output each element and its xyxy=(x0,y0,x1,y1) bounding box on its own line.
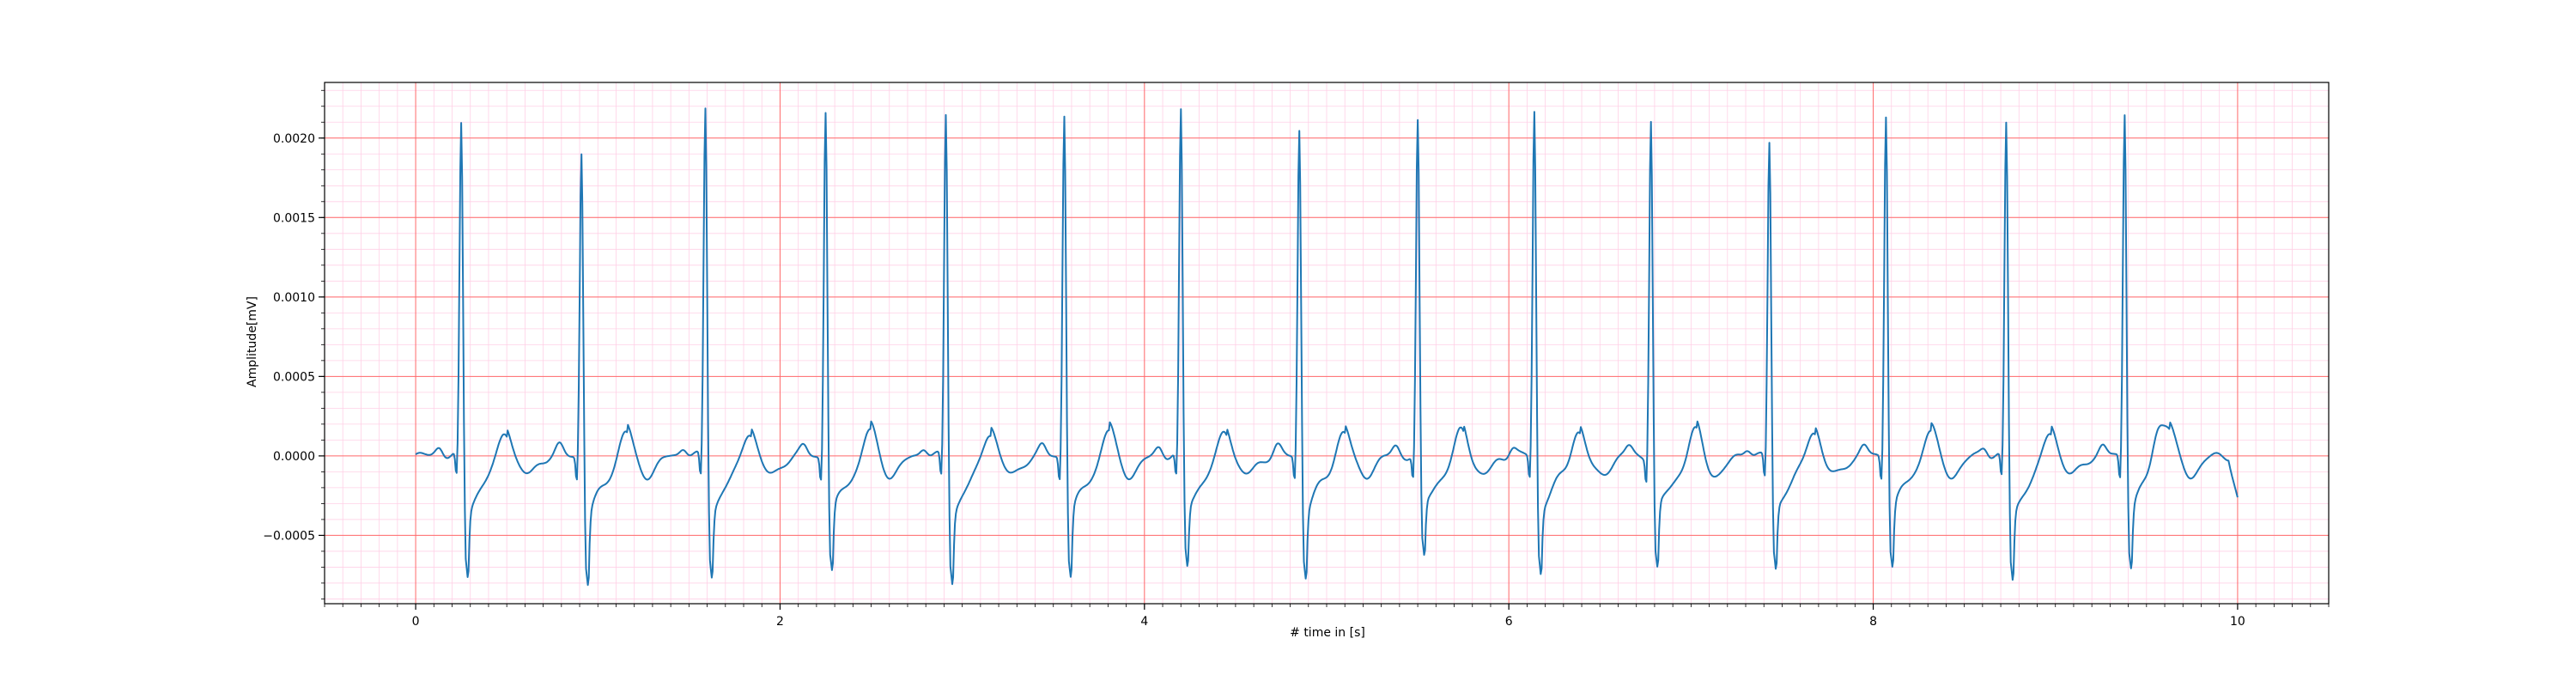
x-tick-label: 8 xyxy=(1869,615,1877,629)
ecg-series-line xyxy=(415,107,2239,587)
y-tick-label: 0.0015 xyxy=(273,211,315,225)
x-tick-label: 4 xyxy=(1140,615,1148,629)
x-tick-label: 0 xyxy=(412,615,420,629)
y-tick-label: 0.0000 xyxy=(273,450,315,464)
axis-ticks xyxy=(319,89,2330,610)
y-tick-label: 0.0020 xyxy=(273,132,315,146)
major-grid xyxy=(325,82,2329,604)
y-tick-labels: −0.0005 0.0000 0.0005 0.0010 0.0015 0.0020 xyxy=(263,132,315,544)
x-tick-label: 6 xyxy=(1505,615,1513,629)
y-tick-label: 0.0005 xyxy=(273,370,315,384)
x-tick-labels: 0 2 4 6 8 10 xyxy=(412,615,2245,629)
x-axis-label: # time in [s] xyxy=(1290,626,1365,640)
x-tick-label: 2 xyxy=(776,615,784,629)
x-tick-label: 10 xyxy=(2230,615,2245,629)
y-axis-label: Amplitude[mV] xyxy=(246,296,259,387)
y-tick-label: 0.0010 xyxy=(273,291,315,305)
y-tick-label: −0.0005 xyxy=(263,529,315,543)
